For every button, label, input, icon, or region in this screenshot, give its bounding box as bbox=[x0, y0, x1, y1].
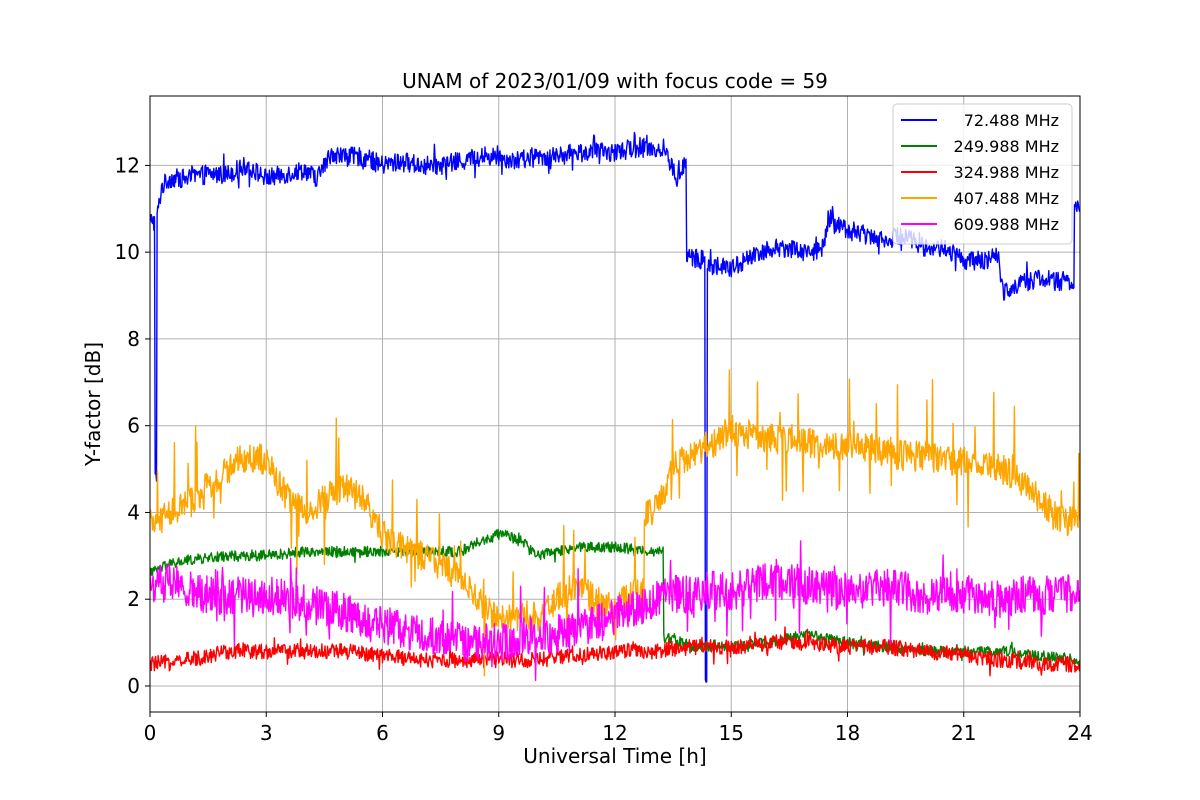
legend-box bbox=[892, 103, 1073, 245]
y-axis-label: Y-factor [dB] bbox=[81, 342, 105, 467]
legend-label-4: 609.988 MHz bbox=[954, 215, 1059, 234]
x-tick-label-3: 9 bbox=[492, 721, 505, 745]
x-tick-label-8: 24 bbox=[1067, 721, 1092, 745]
x-tick-label-6: 18 bbox=[835, 721, 860, 745]
x-tick-label-2: 6 bbox=[376, 721, 389, 745]
series-group bbox=[150, 131, 1080, 683]
x-tick-label-5: 15 bbox=[719, 721, 744, 745]
x-tick-label-4: 12 bbox=[602, 721, 627, 745]
y-tick-label-6: 12 bbox=[115, 153, 140, 177]
x-tick-label-7: 21 bbox=[951, 721, 976, 745]
chart-title: UNAM of 2023/01/09 with focus code = 59 bbox=[402, 69, 828, 93]
y-tick-label-0: 0 bbox=[127, 674, 140, 698]
x-axis: 0 3 6 9 12 15 18 21 24 bbox=[144, 712, 1093, 745]
x-tick-label-0: 0 bbox=[144, 721, 157, 745]
y-tick-label-3: 6 bbox=[127, 414, 140, 438]
y-tick-label-2: 4 bbox=[127, 500, 140, 524]
y-tick-label-1: 2 bbox=[127, 587, 140, 611]
y-tick-label-4: 8 bbox=[127, 327, 140, 351]
series-line-2 bbox=[150, 626, 1080, 677]
legend-label-3: 407.488 MHz bbox=[954, 189, 1059, 208]
legend-label-1: 249.988 MHz bbox=[954, 137, 1059, 156]
series-line-0 bbox=[150, 131, 1080, 683]
legend-label-0: 72.488 MHz bbox=[964, 111, 1059, 130]
y-tick-label-5: 10 bbox=[115, 240, 140, 264]
legend: 72.488 MHz 249.988 MHz 324.988 MHz 407.488 … bbox=[892, 103, 1073, 245]
series-line-4 bbox=[150, 540, 1080, 682]
series-line-3 bbox=[150, 369, 1080, 677]
x-axis-label: Universal Time [h] bbox=[523, 744, 706, 768]
legend-label-2: 324.988 MHz bbox=[954, 163, 1059, 182]
x-tick-label-1: 3 bbox=[260, 721, 273, 745]
y-axis: 0 2 4 6 8 10 12 bbox=[115, 153, 150, 698]
